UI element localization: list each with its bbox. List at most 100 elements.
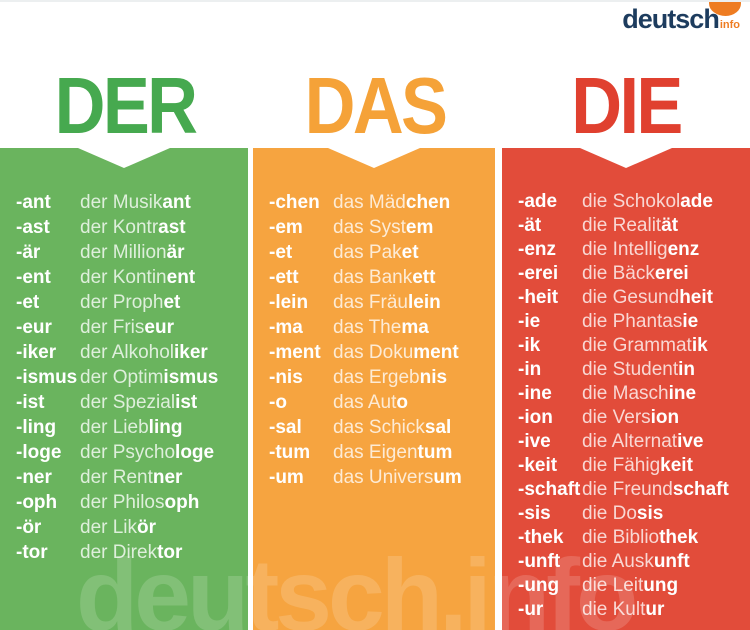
suffix-label: -ist	[16, 392, 45, 413]
word-ending: unft	[653, 551, 690, 572]
word-base: die Intellig	[582, 239, 668, 260]
word-ending: oph	[164, 492, 200, 513]
word-base: der Proph	[80, 292, 164, 313]
example-word: das Paket	[333, 240, 419, 265]
example-word: der Optimismus	[80, 365, 218, 390]
example-word: der Kontinent	[80, 265, 195, 290]
suffix-row: -oph der Philosoph	[0, 490, 248, 515]
example-word: die Dosis	[582, 502, 663, 526]
suffix-label: -är	[16, 242, 41, 263]
word-base: die Do	[582, 503, 637, 524]
example-word: der Spezialist	[80, 390, 197, 415]
word-ending: ie	[682, 311, 699, 332]
suffix-label: -schaft	[518, 479, 581, 500]
suffix-row: -ling der Liebling	[0, 415, 248, 440]
word-ending: är	[166, 242, 185, 263]
suffix-row: -ner der Rentner	[0, 465, 248, 490]
notch-triangle	[78, 148, 170, 168]
word-ending: lein	[407, 292, 441, 313]
speech-bubble-icon	[709, 2, 741, 16]
example-word: die Intelligenz	[582, 238, 699, 262]
word-ending: ion	[650, 407, 680, 428]
suffix-row: -ur die Kultur	[502, 598, 750, 622]
suffix-row: -iker der Alkoholiker	[0, 340, 248, 365]
word-ending: ling	[148, 417, 183, 438]
example-word: der Psychologe	[80, 440, 214, 465]
suffix-label: -ät	[518, 215, 542, 236]
word-ending: heit	[679, 287, 713, 308]
example-word: der Direktor	[80, 540, 182, 565]
word-ending: ant	[162, 192, 191, 213]
suffix-label: -um	[269, 467, 304, 488]
suffix-row: -ion die Version	[502, 406, 750, 430]
suffix-row: -heit die Gesundheit	[502, 286, 750, 310]
suffix-row: -ment das Dokument	[253, 340, 495, 365]
suffix-row: -lein das Fräulein	[253, 290, 495, 315]
word-base: die Vers	[582, 407, 651, 428]
example-word: die Kultur	[582, 598, 664, 622]
word-base: der Philos	[80, 492, 165, 513]
word-ending: ma	[401, 317, 429, 338]
suffix-row: -em das System	[253, 215, 495, 240]
suffix-row: -keit die Fähigkeit	[502, 454, 750, 478]
example-word: das Eigentum	[333, 440, 452, 465]
word-ending: enz	[667, 239, 700, 260]
suffix-label: -et	[269, 242, 293, 263]
example-word: der Millionär	[80, 240, 185, 265]
word-base: der Alkohol	[80, 342, 175, 363]
suffix-row: -et der Prophet	[0, 290, 248, 315]
suffix-row: -ant der Musikant	[0, 190, 248, 215]
suffix-row: -nis das Ergebnis	[253, 365, 495, 390]
word-ending: ung	[643, 575, 679, 596]
logo-info-label: info	[719, 19, 740, 31]
suffix-label: -ive	[518, 431, 551, 452]
example-word: der Musikant	[80, 190, 191, 215]
suffix-row: -erei die Bäckerei	[502, 262, 750, 286]
word-base: das The	[333, 317, 402, 338]
suffix-row: -in die Studentin	[502, 358, 750, 382]
word-base: der Direk	[80, 542, 158, 563]
example-word: der Kontrast	[80, 215, 186, 240]
suffix-label: -nis	[269, 367, 303, 388]
suffix-label: -ner	[16, 467, 52, 488]
example-word: das Ergebnis	[333, 365, 447, 390]
word-ending: o	[396, 392, 408, 413]
word-base: der Kontr	[80, 217, 159, 238]
suffix-row: -ma das Thema	[253, 315, 495, 340]
word-base: das Syst	[333, 217, 406, 238]
word-base: das Aut	[333, 392, 397, 413]
word-base: das Eigen	[333, 442, 418, 463]
watermark-text: deutsch.info	[76, 538, 638, 630]
word-base: die Fähig	[582, 455, 661, 476]
suffix-label: -heit	[518, 287, 559, 308]
suffix-label: -ment	[269, 342, 321, 363]
suffix-row: -ive die Alternative	[502, 430, 750, 454]
suffix-label: -ling	[16, 417, 57, 438]
notch-triangle	[580, 148, 672, 168]
example-word: die Maschine	[582, 382, 696, 406]
example-word: der Alkoholiker	[80, 340, 208, 365]
word-base: der Psycho	[80, 442, 176, 463]
column-header-die: DIE	[571, 61, 683, 150]
example-word: das Universum	[333, 465, 462, 490]
column-header-das: DAS	[304, 61, 448, 150]
example-word: die Version	[582, 406, 679, 430]
word-ending: schaft	[672, 479, 729, 500]
word-base: die Freund	[582, 479, 673, 500]
suffix-row: -sal das Schicksal	[253, 415, 495, 440]
word-base: die Biblio	[582, 527, 660, 548]
word-ending: erei	[654, 263, 689, 284]
suffix-row: -ade die Schokolade	[502, 190, 750, 214]
word-ending: ist	[175, 392, 198, 413]
example-word: das Thema	[333, 315, 429, 340]
example-word: die Realität	[582, 214, 678, 238]
word-ending: ner	[152, 467, 183, 488]
suffix-label: -et	[16, 292, 40, 313]
example-word: das Bankett	[333, 265, 435, 290]
word-ending: ismus	[163, 367, 219, 388]
example-word: die Auskunft	[582, 550, 690, 574]
word-ending: em	[405, 217, 434, 238]
word-ending: ast	[158, 217, 186, 238]
die-suffix-list: -ade die Schokolade -ät die Realität -enz die…	[502, 148, 750, 622]
